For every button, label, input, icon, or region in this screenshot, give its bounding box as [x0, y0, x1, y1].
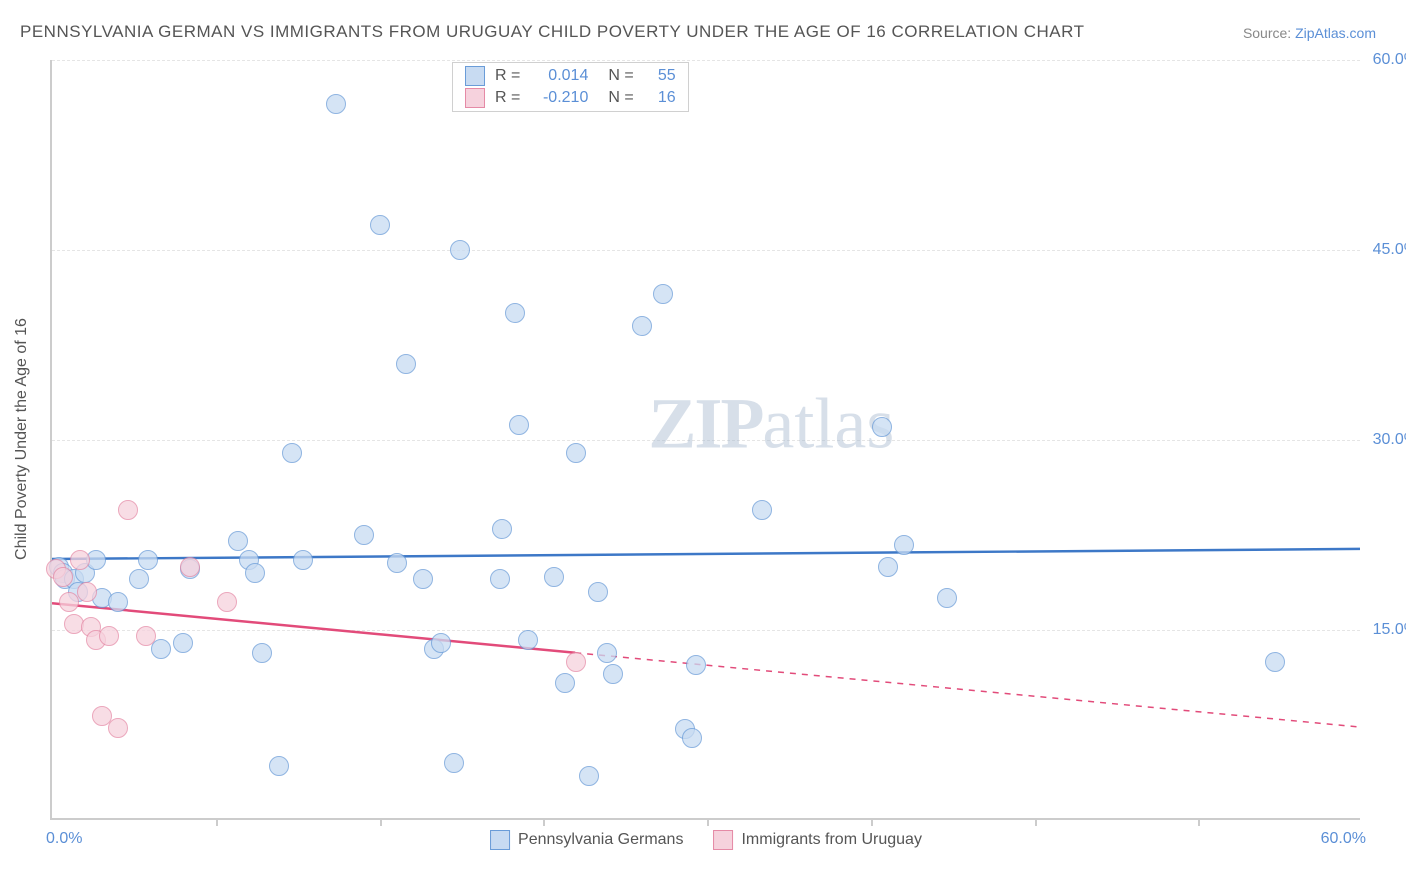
scatter-point-blue: [444, 753, 464, 773]
scatter-point-pink: [77, 582, 97, 602]
scatter-point-blue: [505, 303, 525, 323]
legend-swatch-pink: [713, 830, 733, 850]
scatter-point-blue: [1265, 652, 1285, 672]
scatter-point-blue: [579, 766, 599, 786]
scatter-point-blue: [245, 563, 265, 583]
stat-n-value: 55: [648, 67, 676, 85]
scatter-point-blue: [937, 588, 957, 608]
scatter-point-blue: [588, 582, 608, 602]
scatter-point-blue: [597, 643, 617, 663]
scatter-point-pink: [136, 626, 156, 646]
source-attribution: Source: ZipAtlas.com: [1243, 25, 1376, 41]
scatter-point-blue: [894, 535, 914, 555]
scatter-point-blue: [490, 569, 510, 589]
scatter-point-pink: [99, 626, 119, 646]
scatter-point-blue: [492, 519, 512, 539]
scatter-point-blue: [555, 673, 575, 693]
stat-r-value: 0.014: [534, 67, 588, 85]
scatter-point-blue: [354, 525, 374, 545]
scatter-point-pink: [217, 592, 237, 612]
source-link[interactable]: ZipAtlas.com: [1295, 25, 1376, 41]
scatter-point-blue: [282, 443, 302, 463]
scatter-point-blue: [269, 756, 289, 776]
y-tick-label: 30.0%: [1373, 431, 1406, 449]
y-axis-label: Child Poverty Under the Age of 16: [13, 318, 31, 560]
legend-item-blue: Pennsylvania Germans: [490, 830, 683, 850]
scatter-point-blue: [603, 664, 623, 684]
plot-area: Child Poverty Under the Age of 16 15.0%3…: [50, 60, 1360, 820]
stat-legend-row-pink: R = -0.210 N = 16: [453, 87, 688, 109]
legend-label: Immigrants from Uruguay: [741, 831, 922, 849]
legend-item-pink: Immigrants from Uruguay: [713, 830, 922, 850]
scatter-point-blue: [431, 633, 451, 653]
scatter-point-blue: [108, 592, 128, 612]
legend-swatch-blue: [490, 830, 510, 850]
scatter-point-blue: [252, 643, 272, 663]
scatter-point-blue: [151, 639, 171, 659]
scatter-point-pink: [70, 550, 90, 570]
gridline: [52, 440, 1360, 441]
scatter-point-pink: [180, 557, 200, 577]
stat-r-label: R =: [495, 67, 520, 85]
trend-lines: [52, 60, 1360, 818]
y-tick-label: 60.0%: [1373, 51, 1406, 69]
scatter-point-blue: [387, 553, 407, 573]
scatter-point-blue: [653, 284, 673, 304]
scatter-point-blue: [396, 354, 416, 374]
scatter-point-blue: [566, 443, 586, 463]
legend-swatch-pink: [465, 88, 485, 108]
scatter-point-blue: [450, 240, 470, 260]
watermark: ZIPatlas: [648, 382, 894, 465]
bottom-legend: Pennsylvania Germans Immigrants from Urug…: [490, 830, 922, 850]
stat-n-label: N =: [608, 89, 633, 107]
trendline-pink: [52, 603, 575, 653]
scatter-point-blue: [686, 655, 706, 675]
x-tick-min: 0.0%: [46, 830, 82, 848]
scatter-point-blue: [544, 567, 564, 587]
stat-r-label: R =: [495, 89, 520, 107]
gridline: [52, 250, 1360, 251]
scatter-point-blue: [518, 630, 538, 650]
stat-n-value: 16: [648, 89, 676, 107]
scatter-point-pink: [118, 500, 138, 520]
scatter-point-blue: [682, 728, 702, 748]
scatter-point-pink: [108, 718, 128, 738]
chart-title: PENNSYLVANIA GERMAN VS IMMIGRANTS FROM U…: [20, 22, 1084, 42]
scatter-point-pink: [53, 567, 73, 587]
x-tick: [871, 818, 873, 826]
gridline: [52, 60, 1360, 61]
scatter-point-blue: [326, 94, 346, 114]
legend-swatch-blue: [465, 66, 485, 86]
scatter-point-blue: [632, 316, 652, 336]
scatter-point-blue: [872, 417, 892, 437]
x-tick-max: 60.0%: [1321, 830, 1366, 848]
source-label: Source:: [1243, 25, 1291, 41]
x-tick: [707, 818, 709, 826]
scatter-point-blue: [173, 633, 193, 653]
x-tick: [380, 818, 382, 826]
stat-r-value: -0.210: [534, 89, 588, 107]
scatter-point-blue: [228, 531, 248, 551]
stat-n-label: N =: [608, 67, 633, 85]
scatter-point-blue: [293, 550, 313, 570]
scatter-point-blue: [129, 569, 149, 589]
y-tick-label: 15.0%: [1373, 621, 1406, 639]
x-tick: [1198, 818, 1200, 826]
scatter-point-blue: [752, 500, 772, 520]
gridline: [52, 630, 1360, 631]
stat-legend-row-blue: R = 0.014 N = 55: [453, 65, 688, 87]
scatter-point-blue: [413, 569, 433, 589]
scatter-point-pink: [566, 652, 586, 672]
scatter-point-blue: [509, 415, 529, 435]
scatter-point-blue: [370, 215, 390, 235]
y-tick-label: 45.0%: [1373, 241, 1406, 259]
x-tick: [543, 818, 545, 826]
x-tick: [1035, 818, 1037, 826]
scatter-point-blue: [138, 550, 158, 570]
x-tick: [216, 818, 218, 826]
legend-label: Pennsylvania Germans: [518, 831, 683, 849]
scatter-point-blue: [878, 557, 898, 577]
stat-legend: R = 0.014 N = 55 R = -0.210 N = 16: [452, 62, 689, 112]
